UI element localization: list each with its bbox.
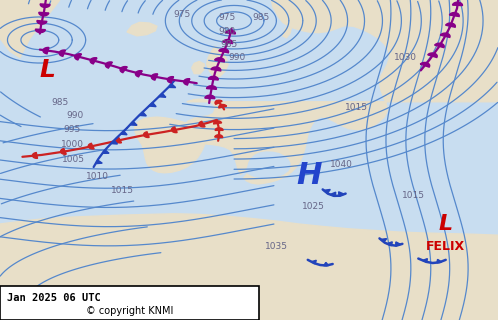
- FancyBboxPatch shape: [0, 286, 259, 320]
- Polygon shape: [90, 58, 97, 64]
- Polygon shape: [294, 0, 333, 17]
- Polygon shape: [208, 76, 218, 80]
- Polygon shape: [339, 192, 344, 196]
- Polygon shape: [205, 95, 215, 99]
- Polygon shape: [40, 4, 50, 7]
- Polygon shape: [207, 86, 217, 89]
- Text: L: L: [39, 58, 55, 82]
- Polygon shape: [396, 242, 400, 246]
- Polygon shape: [127, 22, 157, 36]
- Polygon shape: [149, 103, 156, 107]
- Text: 985: 985: [51, 98, 68, 107]
- Text: 1035: 1035: [265, 242, 288, 251]
- Text: 1025: 1025: [302, 202, 325, 211]
- Polygon shape: [0, 214, 498, 320]
- Text: 990: 990: [66, 111, 83, 120]
- Polygon shape: [215, 100, 222, 104]
- Polygon shape: [219, 49, 229, 53]
- Polygon shape: [449, 12, 459, 17]
- Text: Jan 2025 06 UTC: Jan 2025 06 UTC: [7, 293, 101, 303]
- Text: 1015: 1015: [111, 186, 133, 195]
- Text: 1005: 1005: [62, 156, 85, 164]
- Polygon shape: [215, 135, 223, 138]
- Text: 1040: 1040: [330, 160, 353, 169]
- Polygon shape: [0, 0, 60, 58]
- Polygon shape: [103, 150, 109, 153]
- Polygon shape: [215, 58, 225, 62]
- Polygon shape: [211, 67, 221, 71]
- Polygon shape: [43, 47, 49, 54]
- Polygon shape: [111, 140, 118, 144]
- Text: 985: 985: [221, 40, 238, 49]
- Polygon shape: [219, 105, 227, 108]
- Text: 1015: 1015: [402, 191, 425, 200]
- Polygon shape: [37, 20, 47, 24]
- Polygon shape: [311, 260, 316, 264]
- Polygon shape: [437, 260, 442, 263]
- Polygon shape: [207, 46, 228, 77]
- Polygon shape: [440, 33, 450, 37]
- Polygon shape: [159, 93, 166, 97]
- Text: H: H: [296, 162, 322, 190]
- Polygon shape: [183, 0, 498, 184]
- Polygon shape: [39, 12, 49, 16]
- Polygon shape: [59, 50, 65, 56]
- Polygon shape: [32, 153, 37, 158]
- Polygon shape: [435, 43, 444, 48]
- Polygon shape: [324, 189, 330, 193]
- Polygon shape: [380, 239, 386, 242]
- Polygon shape: [226, 30, 236, 34]
- Polygon shape: [223, 40, 233, 44]
- Polygon shape: [168, 84, 176, 88]
- Polygon shape: [199, 121, 205, 127]
- Polygon shape: [214, 121, 222, 124]
- Polygon shape: [428, 53, 437, 58]
- Polygon shape: [120, 67, 127, 73]
- Polygon shape: [387, 242, 392, 246]
- Polygon shape: [61, 148, 66, 154]
- Text: 1015: 1015: [345, 103, 368, 112]
- Polygon shape: [116, 137, 122, 143]
- Polygon shape: [121, 131, 127, 135]
- Polygon shape: [135, 71, 142, 77]
- Polygon shape: [420, 62, 430, 67]
- Text: 980: 980: [218, 28, 235, 36]
- Polygon shape: [134, 117, 204, 173]
- Polygon shape: [171, 127, 177, 132]
- Text: 990: 990: [228, 53, 245, 62]
- Polygon shape: [330, 192, 336, 196]
- Polygon shape: [130, 121, 137, 125]
- Text: 995: 995: [64, 125, 81, 134]
- Polygon shape: [143, 132, 149, 138]
- Polygon shape: [88, 143, 94, 149]
- Polygon shape: [215, 128, 223, 130]
- Polygon shape: [423, 259, 427, 262]
- Polygon shape: [446, 23, 455, 27]
- Text: 975: 975: [218, 13, 235, 22]
- Polygon shape: [96, 160, 102, 164]
- Text: 985: 985: [253, 13, 270, 22]
- Polygon shape: [106, 62, 113, 68]
- Text: 1030: 1030: [394, 53, 417, 62]
- Polygon shape: [152, 152, 290, 189]
- Text: FELIX: FELIX: [426, 240, 465, 253]
- Text: 1000: 1000: [61, 140, 84, 149]
- Text: © copyright KNMI: © copyright KNMI: [86, 306, 173, 316]
- Polygon shape: [151, 74, 158, 80]
- Polygon shape: [35, 29, 45, 33]
- Polygon shape: [324, 262, 329, 266]
- Text: 975: 975: [173, 10, 190, 19]
- Text: 1010: 1010: [86, 172, 109, 181]
- Polygon shape: [75, 54, 82, 60]
- Text: L: L: [439, 214, 453, 234]
- Polygon shape: [192, 61, 204, 74]
- Polygon shape: [167, 77, 174, 83]
- Polygon shape: [453, 2, 463, 6]
- Polygon shape: [283, 26, 291, 38]
- Polygon shape: [139, 112, 146, 116]
- Polygon shape: [184, 79, 190, 85]
